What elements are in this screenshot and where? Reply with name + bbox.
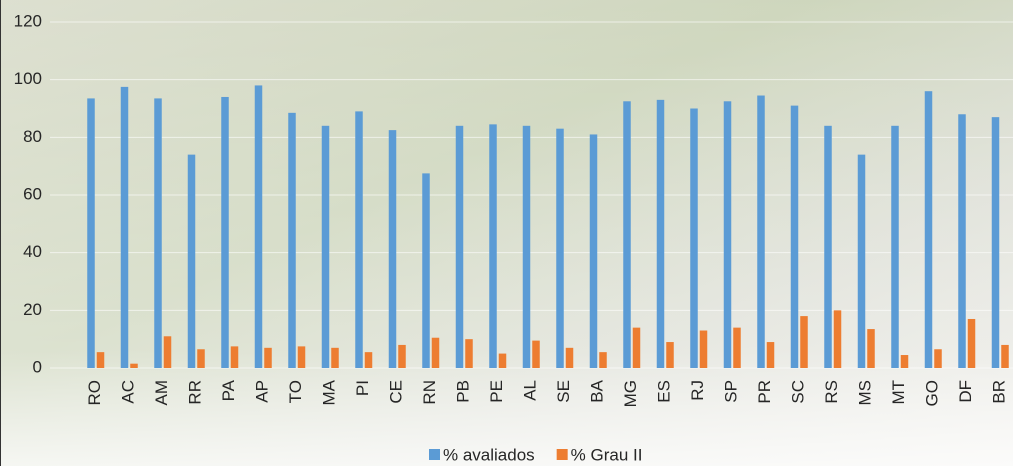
bar [97,352,105,368]
bar [465,339,473,368]
chart: 0 20 40 60 80 100 120 RO AC AM RR PA AP TO MA PI CE RN PB P… [0,0,1013,466]
x-tick-label: BA [588,379,607,402]
bar [197,349,205,368]
bar [666,342,674,368]
bar [992,117,1000,368]
x-tick-label: AM [152,380,171,406]
y-tick-label: 80 [23,127,42,146]
bar [87,98,95,368]
x-tick-label: RN [420,380,439,405]
x-tick-label: BR [990,380,1009,404]
x-tick-label: AL [521,380,540,401]
bar [398,345,406,368]
bar [499,354,507,368]
legend-swatch [429,449,440,460]
bar [422,173,430,368]
bar [834,310,842,368]
bar [1001,345,1009,368]
bar [724,101,732,368]
bar [298,346,306,368]
bar [867,329,875,368]
bar [556,129,564,368]
bar [566,348,574,368]
x-tick-label: GO [923,380,942,406]
bar [389,130,397,368]
x-tick-label: SE [554,380,573,403]
x-tick-label: PA [219,379,238,401]
y-tick-label: 40 [23,242,42,261]
bar [700,331,708,368]
bar [633,328,641,368]
y-tick-label: 100 [14,69,42,88]
x-tick-label: RR [186,380,205,405]
y-tick-label: 0 [33,357,42,376]
x-tick-label: MS [856,380,875,406]
x-tick-label: TO [286,380,305,403]
bar [523,126,531,368]
x-tick-label: ES [655,380,674,403]
bar [968,319,976,368]
x-tick-label: RJ [688,380,707,401]
x-tick-label: PE [487,380,506,403]
bar [901,355,909,368]
bar [355,111,363,368]
x-tick-label: CE [387,380,406,404]
bar [791,106,799,368]
legend-label: % avaliados [443,445,535,464]
bar [331,348,339,368]
bar [264,348,272,368]
x-tick-label: MT [889,380,908,405]
x-tick-label: PB [454,380,473,403]
bar [767,342,775,368]
bar [255,85,263,368]
bar [733,328,741,368]
y-tick-label: 120 [14,11,42,30]
bar [231,346,239,368]
bar [891,126,899,368]
x-tick-label: AP [253,380,272,403]
bar [322,126,330,368]
bar [188,155,196,368]
x-tick-label: PR [755,380,774,404]
bar [757,96,765,368]
bar [599,352,607,368]
bar [130,364,138,368]
x-tick-label: RO [85,380,104,406]
bar [164,336,172,368]
x-tick-label: MG [621,380,640,407]
bar [489,124,497,368]
bar [365,352,373,368]
bar [925,91,933,368]
bar [657,100,665,368]
x-tick-label: RS [822,380,841,404]
bar [221,97,229,368]
x-tick-label: SP [722,380,741,403]
bar [800,316,808,368]
legend-swatch [557,449,568,460]
legend-label: % Grau II [571,445,643,464]
bar [432,338,440,368]
x-tick-label: AC [119,380,138,404]
bar [824,126,832,368]
bar [154,98,162,368]
bar [288,113,296,368]
x-tick-label: DF [956,380,975,403]
bar [532,341,540,368]
bar [958,114,966,368]
x-tick-label: MA [320,379,339,405]
bar [623,101,631,368]
bar [121,87,129,368]
bar [690,109,698,369]
x-tick-label: PI [353,380,372,396]
bar [934,349,942,368]
bar [456,126,464,368]
y-tick-label: 20 [23,300,42,319]
y-tick-label: 60 [23,184,42,203]
x-tick-label: SC [789,380,808,404]
bar [858,155,866,368]
bar [590,134,598,368]
